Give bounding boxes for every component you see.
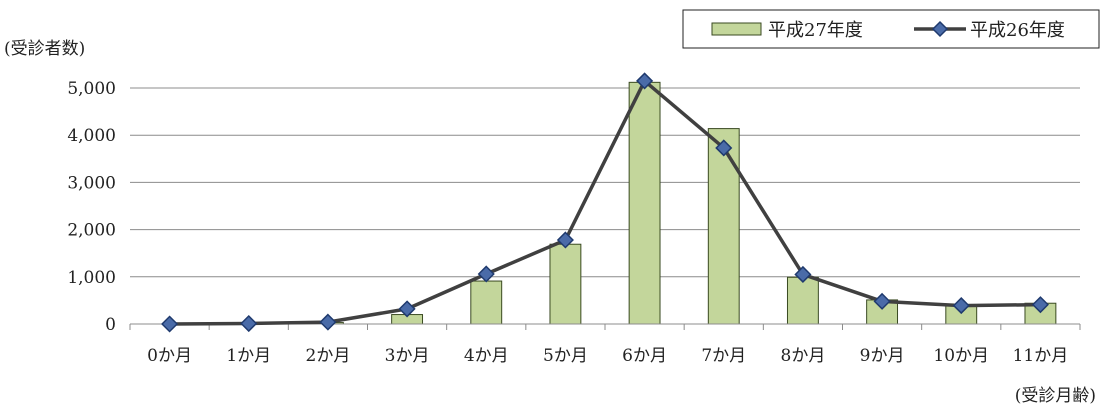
bar-series xyxy=(311,81,1057,325)
line-marker xyxy=(398,300,416,318)
x-tick-label: 9か月 xyxy=(860,346,905,366)
line-marker xyxy=(952,297,970,315)
y-tick-label: 4,000 xyxy=(67,126,116,146)
line-marker xyxy=(161,315,179,333)
y-tick-label: 1,000 xyxy=(67,268,116,288)
x-tick-label: 11か月 xyxy=(1013,346,1069,366)
x-tick-labels: 0か月 1か月 2か月 3か月 4か月 5か月 6か月 7か月 8か月 9か月 10か月 11か月 xyxy=(147,346,1068,366)
line-marker xyxy=(1031,296,1049,314)
legend-marker xyxy=(931,20,949,38)
x-tick-label: 10か月 xyxy=(933,346,989,366)
line-marker xyxy=(319,313,337,331)
y-tick-label: 5,000 xyxy=(67,79,116,99)
y-tick-label: 2,000 xyxy=(67,221,116,241)
line-marker xyxy=(556,231,574,249)
bar xyxy=(786,276,819,325)
x-tick-label: 6か月 xyxy=(622,346,667,366)
legend-label-bar: 平成27年度 xyxy=(768,20,863,41)
series-line xyxy=(169,79,1041,326)
x-axis xyxy=(129,323,1081,330)
bar xyxy=(707,128,740,325)
legend-label-line: 平成26年度 xyxy=(970,20,1065,41)
line-marker xyxy=(636,72,654,90)
y-axis-title: (受診者数) xyxy=(4,39,85,59)
line-series xyxy=(161,72,1049,333)
legend-swatch-bar xyxy=(711,22,762,36)
y-tick-labels: 0 1,000 2,000 3,000 4,000 5,000 xyxy=(67,79,116,335)
bar xyxy=(470,280,503,325)
line-marker xyxy=(240,314,258,333)
bar xyxy=(628,81,661,325)
x-tick-label: 7か月 xyxy=(701,346,746,366)
x-tick-label: 3か月 xyxy=(385,346,430,366)
x-tick-label: 5か月 xyxy=(543,346,588,366)
line-marker xyxy=(794,265,812,284)
line-marker xyxy=(715,139,733,157)
line-marker xyxy=(477,265,495,283)
y-tick-label: 0 xyxy=(105,315,116,335)
legend: 平成27年度 平成26年度 xyxy=(682,9,1100,49)
x-axis-title: (受診月齢) xyxy=(1015,386,1096,406)
line-marker xyxy=(873,292,891,310)
x-tick-label: 1か月 xyxy=(226,346,271,366)
x-tick-label: 4か月 xyxy=(464,346,509,366)
bar xyxy=(549,243,582,325)
x-tick-label: 8か月 xyxy=(781,346,826,366)
y-tick-label: 3,000 xyxy=(67,173,116,193)
x-tick-label: 2か月 xyxy=(306,346,351,366)
x-tick-label: 0か月 xyxy=(147,346,192,366)
grid-lines xyxy=(130,87,1080,278)
